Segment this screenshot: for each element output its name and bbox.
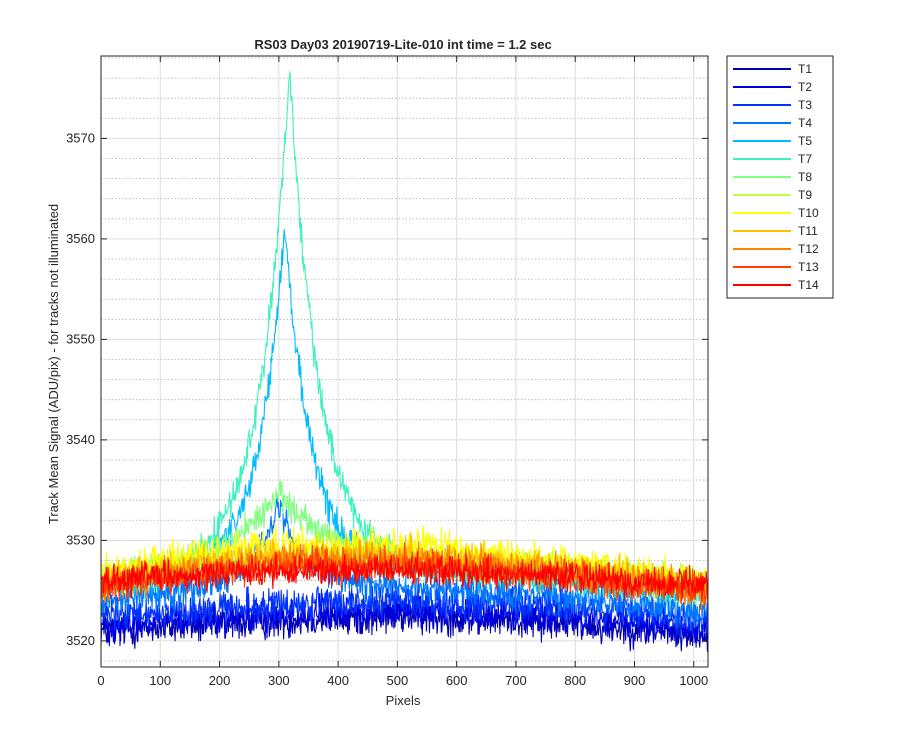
x-tick-label: 600: [446, 673, 468, 688]
y-tick-label: 3550: [66, 331, 95, 346]
y-tick-label: 3540: [66, 432, 95, 447]
y-tick-label: 3530: [66, 532, 95, 547]
series-line-t3: [100, 579, 709, 639]
legend-label: T13: [798, 260, 819, 274]
legend-label: T12: [798, 242, 819, 256]
legend-label: T11: [798, 224, 818, 238]
series-line-t13: [100, 542, 709, 607]
legend-label: T2: [798, 80, 812, 94]
x-tick-label: 100: [149, 673, 171, 688]
y-tick-label: 3570: [66, 130, 95, 145]
axes-box: [100, 55, 709, 668]
y-tick-label: 3560: [66, 231, 95, 246]
x-tick-label: 0: [97, 673, 104, 688]
x-tick-label: 200: [209, 673, 231, 688]
x-tick-label: 1000: [679, 673, 708, 688]
legend-label: T8: [798, 170, 812, 184]
legend-label: T7: [798, 152, 812, 166]
x-tick-label: 800: [564, 673, 586, 688]
series-line-t4: [100, 497, 709, 632]
x-tick-label: 700: [505, 673, 527, 688]
legend-label: T4: [798, 116, 812, 130]
tick-layer: 3520 3530 3540 3550 3560 3570 0 100 200 300 400 500…: [66, 56, 708, 688]
legend-label: T10: [798, 206, 819, 220]
series-line-t14: [100, 551, 709, 602]
x-tick-label: 500: [387, 673, 409, 688]
legend-label: T5: [798, 134, 812, 148]
legend-label: T3: [798, 98, 812, 112]
chart-title: RS03 Day03 20190719-Lite-010 int time = …: [254, 37, 551, 52]
y-tick-label: 3520: [66, 633, 95, 648]
legend-label: T1: [798, 62, 812, 76]
legend-label: T9: [798, 188, 812, 202]
x-tick-label: 400: [327, 673, 349, 688]
y-axis-label: Track Mean Signal (ADU/pix) - for tracks…: [46, 204, 61, 524]
series-layer: [100, 71, 709, 652]
legend: T1 T2 T3 T4 T5 T7 T8 T9 T10 T11 T12 T13 T14: [726, 55, 834, 299]
x-axis-label: Pixels: [386, 693, 421, 708]
x-tick-label: 900: [624, 673, 646, 688]
x-tick-label: 300: [268, 673, 290, 688]
legend-label: T14: [798, 278, 819, 292]
